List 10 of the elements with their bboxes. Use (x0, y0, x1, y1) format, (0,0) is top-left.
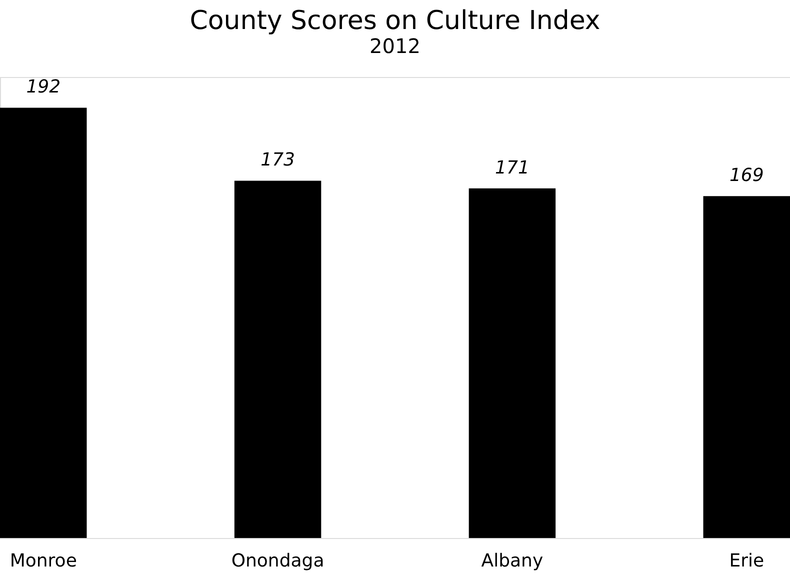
data-label: 169 (729, 165, 764, 186)
chart-subtitle: 2012 (370, 34, 420, 58)
chart-title: County Scores on Culture Index (190, 6, 600, 36)
x-tick-label: Onondaga (231, 550, 324, 572)
data-label: 192 (26, 76, 61, 98)
data-label: 171 (495, 157, 530, 178)
x-tick-label: Erie (729, 550, 764, 572)
x-tick-label: Albany (481, 550, 544, 572)
data-label: 173 (260, 150, 295, 171)
x-tick-label: Monroe (10, 550, 77, 572)
